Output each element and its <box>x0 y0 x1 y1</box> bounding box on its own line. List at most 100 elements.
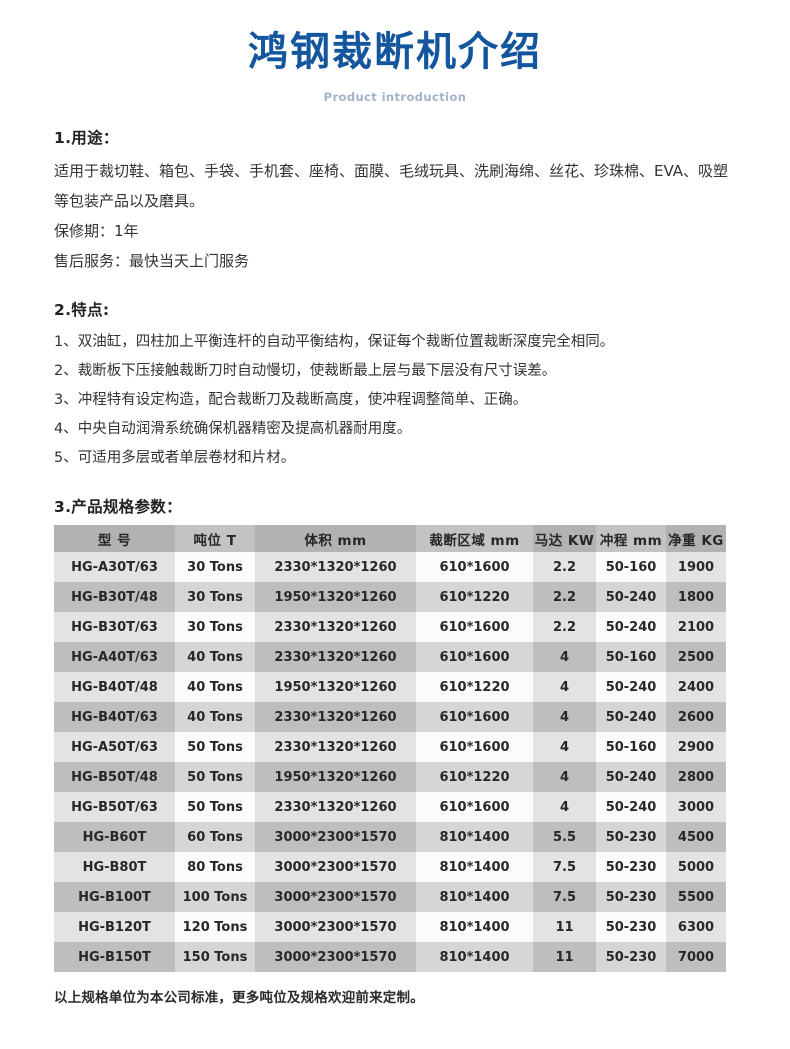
section-specs: 3.产品规格参数： 型 号 吨位 T 体积 mm 裁断区域 mm 马达 KW 冲… <box>54 495 736 1006</box>
table-cell: HG-B50T/63 <box>54 792 175 822</box>
table-cell: 80 Tons <box>175 852 255 882</box>
list-item: 3、冲程特有设定构造，配合裁断刀及裁断高度，使冲程调整简单、正确。 <box>54 392 528 408</box>
table-row: HG-B30T/63 30 Tons 2330*1320*1260 610*1600 2… <box>54 612 726 642</box>
table-cell: 2400 <box>666 672 726 702</box>
table-cell: 2100 <box>666 612 726 642</box>
spec-table-note: 以上规格单位为本公司标准，更多吨位及规格欢迎前来定制。 <box>54 990 424 1006</box>
table-row: HG-B120T 120 Tons 3000*2300*1570 810*1400 11… <box>54 912 726 942</box>
table-cell: 610*1600 <box>416 792 533 822</box>
table-cell: 50-240 <box>596 582 666 612</box>
table-cell: 11 <box>533 942 596 972</box>
table-cell: HG-B150T <box>54 942 175 972</box>
table-cell: 50-230 <box>596 942 666 972</box>
table-cell: 50-160 <box>596 642 666 672</box>
table-cell: 810*1400 <box>416 822 533 852</box>
table-cell: 1950*1320*1260 <box>255 672 416 702</box>
table-cell: 2.2 <box>533 612 596 642</box>
list-item: 1、双油缸，四柱加上平衡连杆的自动平衡结构，保证每个裁断位置裁断深度完全相同。 <box>54 334 615 350</box>
table-cell: 1800 <box>666 582 726 612</box>
table-cell: 4 <box>533 702 596 732</box>
feature-list: 1、双油缸，四柱加上平衡连杆的自动平衡结构，保证每个裁断位置裁断深度完全相同。 … <box>54 328 736 473</box>
table-cell: HG-B30T/63 <box>54 612 175 642</box>
table-cell: 810*1400 <box>416 942 533 972</box>
table-cell: 3000 <box>666 792 726 822</box>
table-row: HG-B150T 150 Tons 3000*2300*1570 810*1400 11… <box>54 942 726 972</box>
section-usage: 1.用途： 适用于裁切鞋、箱包、手袋、手机套、座椅、面膜、毛绒玩具、洗刷海绵、丝… <box>54 126 736 276</box>
spec-table-head: 型 号 吨位 T 体积 mm 裁断区域 mm 马达 KW 冲程 mm 净重 KG <box>54 525 726 552</box>
table-cell: 2.2 <box>533 552 596 582</box>
column-header-volume: 体积 mm <box>255 525 416 552</box>
table-row: HG-B40T/63 40 Tons 2330*1320*1260 610*1600 4… <box>54 702 726 732</box>
table-cell: 2600 <box>666 702 726 732</box>
table-cell: HG-B80T <box>54 852 175 882</box>
page-header: 鸿钢裁断机介绍 Product introduction <box>0 0 790 104</box>
table-cell: 610*1600 <box>416 552 533 582</box>
table-cell: 3000*2300*1570 <box>255 852 416 882</box>
table-cell: 2330*1320*1260 <box>255 732 416 762</box>
table-cell: 5.5 <box>533 822 596 852</box>
table-cell: 610*1600 <box>416 612 533 642</box>
table-row: HG-B50T/63 50 Tons 2330*1320*1260 610*1600 4… <box>54 792 726 822</box>
section-specs-heading: 3.产品规格参数： <box>54 498 182 516</box>
page-title: 鸿钢裁断机介绍 <box>248 29 542 75</box>
spec-table-wrapper: 型 号 吨位 T 体积 mm 裁断区域 mm 马达 KW 冲程 mm 净重 KG… <box>54 525 736 972</box>
column-header-tonnage: 吨位 T <box>175 525 255 552</box>
list-item: 4、中央自动润滑系统确保机器精密及提高机器耐用度。 <box>54 421 412 437</box>
table-cell: 2500 <box>666 642 726 672</box>
table-cell: 3000*2300*1570 <box>255 942 416 972</box>
table-cell: 5000 <box>666 852 726 882</box>
table-cell: 50-160 <box>596 732 666 762</box>
table-cell: HG-B100T <box>54 882 175 912</box>
table-cell: 7.5 <box>533 882 596 912</box>
table-cell: 7000 <box>666 942 726 972</box>
table-cell: HG-B40T/48 <box>54 672 175 702</box>
table-cell: HG-A50T/63 <box>54 732 175 762</box>
table-row: HG-B100T 100 Tons 3000*2300*1570 810*1400 7.… <box>54 882 726 912</box>
table-cell: 150 Tons <box>175 942 255 972</box>
table-row: HG-B30T/48 30 Tons 1950*1320*1260 610*1220 2… <box>54 582 726 612</box>
column-header-net-weight: 净重 KG <box>666 525 726 552</box>
table-cell: 30 Tons <box>175 552 255 582</box>
table-cell: 2330*1320*1260 <box>255 612 416 642</box>
table-cell: 810*1400 <box>416 912 533 942</box>
table-cell: 4 <box>533 672 596 702</box>
table-cell: 100 Tons <box>175 882 255 912</box>
usage-line: 适用于裁切鞋、箱包、手袋、手机套、座椅、面膜、毛绒玩具、洗刷海绵、丝花、珍珠棉、… <box>54 162 729 210</box>
table-cell: 50-230 <box>596 882 666 912</box>
table-cell: 2330*1320*1260 <box>255 702 416 732</box>
table-header-row: 型 号 吨位 T 体积 mm 裁断区域 mm 马达 KW 冲程 mm 净重 KG <box>54 525 726 552</box>
table-cell: 610*1600 <box>416 702 533 732</box>
table-cell: 50-160 <box>596 552 666 582</box>
table-cell: HG-B120T <box>54 912 175 942</box>
table-cell: 2330*1320*1260 <box>255 642 416 672</box>
table-cell: 810*1400 <box>416 852 533 882</box>
table-cell: 6300 <box>666 912 726 942</box>
table-row: HG-B60T 60 Tons 3000*2300*1570 810*1400 5.5 5… <box>54 822 726 852</box>
table-cell: HG-B50T/48 <box>54 762 175 792</box>
table-cell: 610*1220 <box>416 582 533 612</box>
table-cell: 50-230 <box>596 912 666 942</box>
table-cell: 50 Tons <box>175 732 255 762</box>
table-cell: 4 <box>533 732 596 762</box>
table-cell: 4500 <box>666 822 726 852</box>
column-header-motor: 马达 KW <box>533 525 596 552</box>
table-cell: HG-B60T <box>54 822 175 852</box>
table-cell: 11 <box>533 912 596 942</box>
table-cell: 3000*2300*1570 <box>255 822 416 852</box>
table-cell: 50-240 <box>596 612 666 642</box>
table-cell: 50 Tons <box>175 792 255 822</box>
table-cell: 4 <box>533 792 596 822</box>
table-cell: 610*1600 <box>416 732 533 762</box>
table-cell: 50-230 <box>596 852 666 882</box>
table-cell: 30 Tons <box>175 612 255 642</box>
table-row: HG-A50T/63 50 Tons 2330*1320*1260 610*1600 4… <box>54 732 726 762</box>
table-cell: 810*1400 <box>416 882 533 912</box>
spec-table-body: HG-A30T/63 30 Tons 2330*1320*1260 610*1600 2… <box>54 552 726 972</box>
table-cell: 40 Tons <box>175 672 255 702</box>
table-cell: 50-240 <box>596 792 666 822</box>
table-cell: HG-A40T/63 <box>54 642 175 672</box>
column-header-stroke: 冲程 mm <box>596 525 666 552</box>
table-cell: 610*1220 <box>416 762 533 792</box>
table-cell: 50 Tons <box>175 762 255 792</box>
